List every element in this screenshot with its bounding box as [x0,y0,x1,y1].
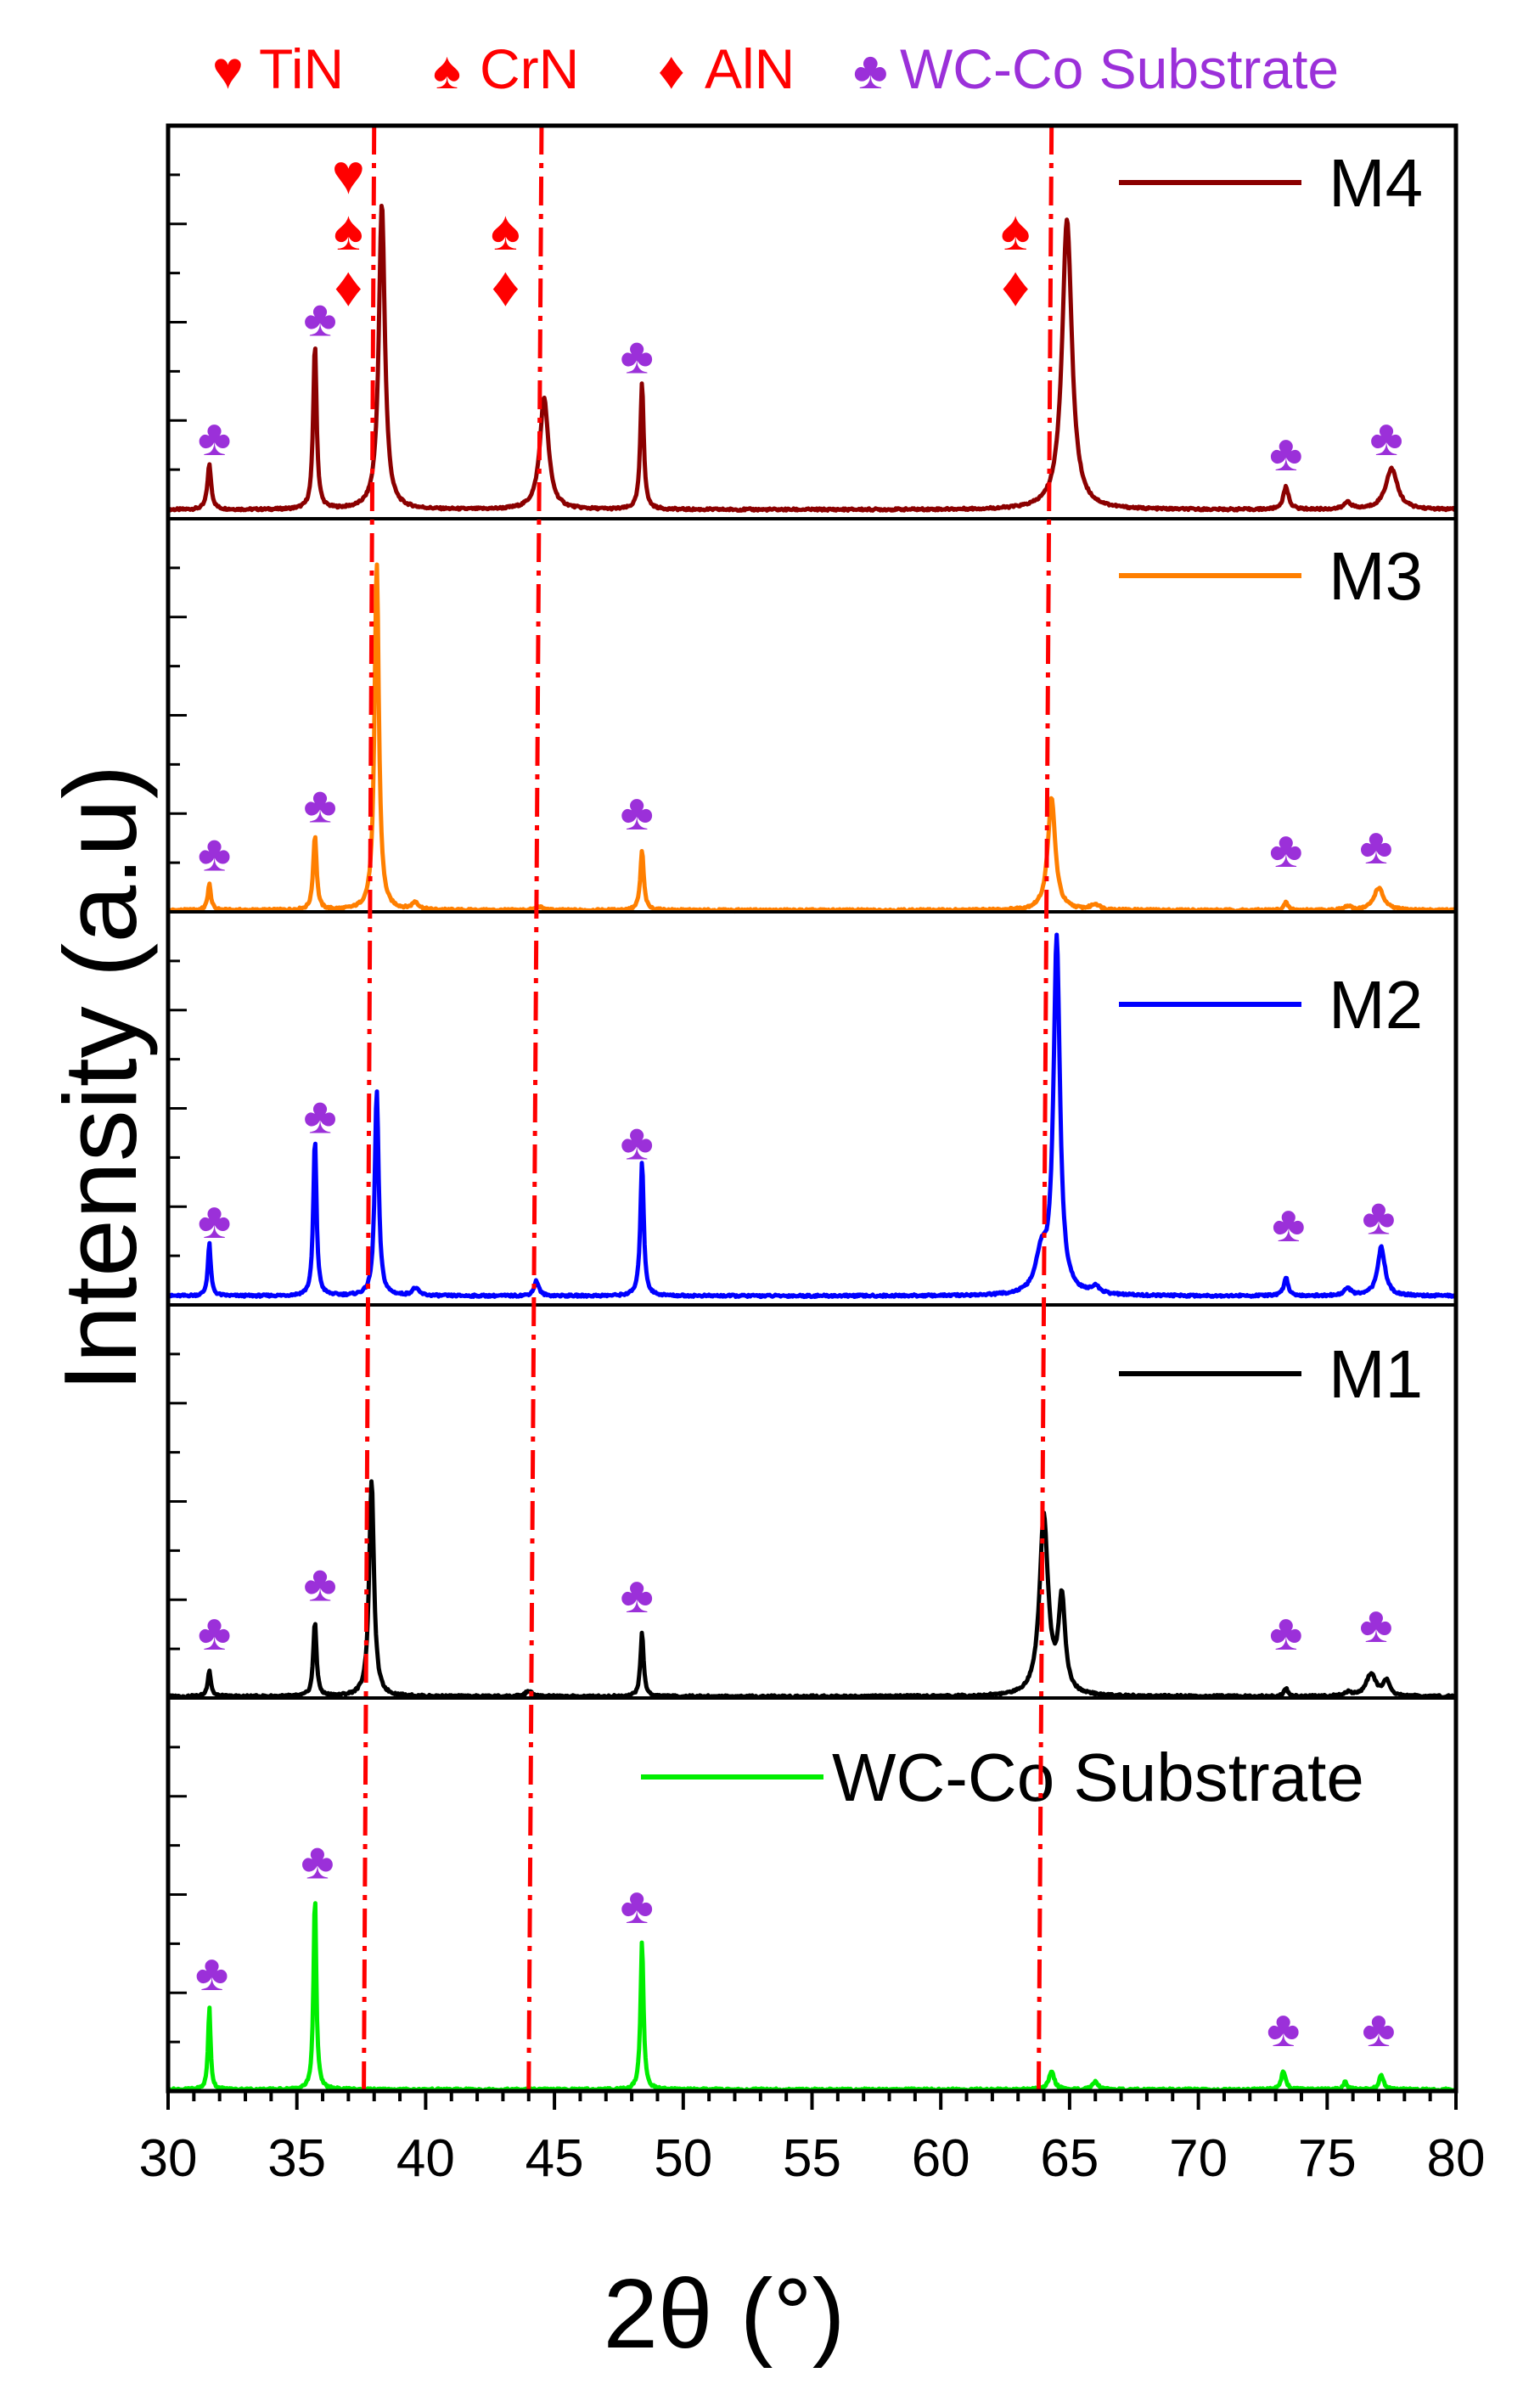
x-tick-label: 30 [139,2129,198,2188]
x-tick-label: 70 [1169,2129,1228,2188]
reference-line [526,125,544,2092]
substrate-peak-marker: ♣ [621,1877,654,1934]
legend-label: M1 [1329,1336,1423,1412]
phase-legend: ♥ TiN ♠ CrN ♦ AlN ♣ WC-Co Substrate [212,37,1339,100]
x-tick-label: 35 [267,2129,326,2188]
x-tick-label: 55 [783,2129,841,2188]
substrate-peak-marker: ♣ [1267,2000,1300,2057]
substrate-peak-marker: ♣ [301,1832,334,1889]
substrate-peak-marker: ♣ [1359,1596,1392,1653]
substrate-peak-marker: ♣ [1362,2000,1395,2057]
legend-label: M3 [1329,538,1423,614]
substrate-peak-marker: ♣ [1269,821,1302,878]
substrate-peak-marker: ♣ [198,825,231,882]
phase-legend-label: CrN [480,37,579,100]
phase-peak-marker: ♠ [491,199,520,261]
substrate-peak-marker: ♣ [1369,409,1402,466]
phase-legend-symbol: ♥ [212,42,244,100]
series-line [166,204,1458,513]
substrate-peak-marker: ♣ [1272,1195,1305,1252]
phase-peak-marker: ♦ [1001,255,1030,318]
phase-peak-marker: ♦ [334,255,363,318]
reference-line [1036,125,1054,2092]
chart-panels: M4♣♣♣♣ ♣♥♠♦♠♦♠♦M3♣♣ ♣♣ ♣M2♣♣ ♣♣ ♣M1♣♣ ♣♣ ♣WC-Co… [166,143,1459,2093]
x-tick-label: 60 [912,2129,970,2188]
x-tick-label: 40 [396,2129,455,2188]
substrate-peak-marker: ♣ [303,776,336,833]
substrate-peak-marker: ♣ [303,1088,336,1144]
substrate-peak-marker: ♣ [198,409,231,466]
substrate-peak-marker: ♣ [198,1192,231,1249]
substrate-peak-marker: ♣ [1269,425,1302,481]
x-tick-label: 75 [1298,2129,1357,2188]
substrate-peak-marker: ♣ [303,1555,336,1612]
substrate-peak-marker: ♣ [621,784,654,841]
legend-label: WC-Co Substrate [832,1740,1364,1815]
substrate-peak-marker: ♣ [1269,1604,1302,1661]
substrate-peak-marker: ♣ [621,1566,654,1623]
phase-legend-symbol: ♦ [658,42,685,100]
substrate-peak-marker: ♣ [195,1944,228,2001]
x-tick-label: 80 [1427,2129,1486,2188]
y-axis-label: Intensity (a.u) [42,764,158,1392]
substrate-peak-marker: ♣ [1362,1188,1395,1245]
legend-label: M2 [1329,967,1423,1043]
x-tick-label: 50 [654,2129,712,2188]
reference-line [362,125,377,2092]
x-axis-label: 2θ (°) [604,2258,846,2369]
phase-legend-label: TiN [259,37,344,100]
phase-peak-marker: ♦ [492,255,520,318]
phase-legend-symbol: ♠ [433,42,461,100]
panel: WC-Co Substrate ♣ ♣ ♣ ♣ ♣ [166,1696,1459,2093]
substrate-peak-marker: ♣ [303,290,336,346]
series-line [166,932,1458,1300]
legend-label: M4 [1329,145,1423,221]
phase-legend-label: WC-Co Substrate [900,37,1339,100]
phase-peak-marker: ♠ [1001,199,1031,261]
reference-lines [362,125,1054,2092]
phase-peak-marker: ♠ [334,199,363,261]
substrate-peak-marker: ♣ [621,327,654,384]
x-tick-label: 45 [526,2129,584,2188]
phase-peak-marker: ♥ [332,143,365,205]
x-axis: 30 35 40 45 50 55 60 65 70 75 80 [139,2091,1486,2188]
substrate-peak-marker: ♣ [1359,818,1392,874]
phase-legend-label: AlN [705,37,795,100]
substrate-peak-marker: ♣ [621,1113,654,1170]
x-tick-label: 65 [1040,2129,1099,2188]
panel: M4♣♣♣♣ ♣♥♠♦♠♦♠♦ [166,143,1458,513]
phase-legend-symbol: ♣ [853,42,888,100]
substrate-peak-marker: ♣ [198,1604,231,1661]
panel: M2 ♣ ♣ ♣ ♣ ♣ [166,910,1458,1300]
